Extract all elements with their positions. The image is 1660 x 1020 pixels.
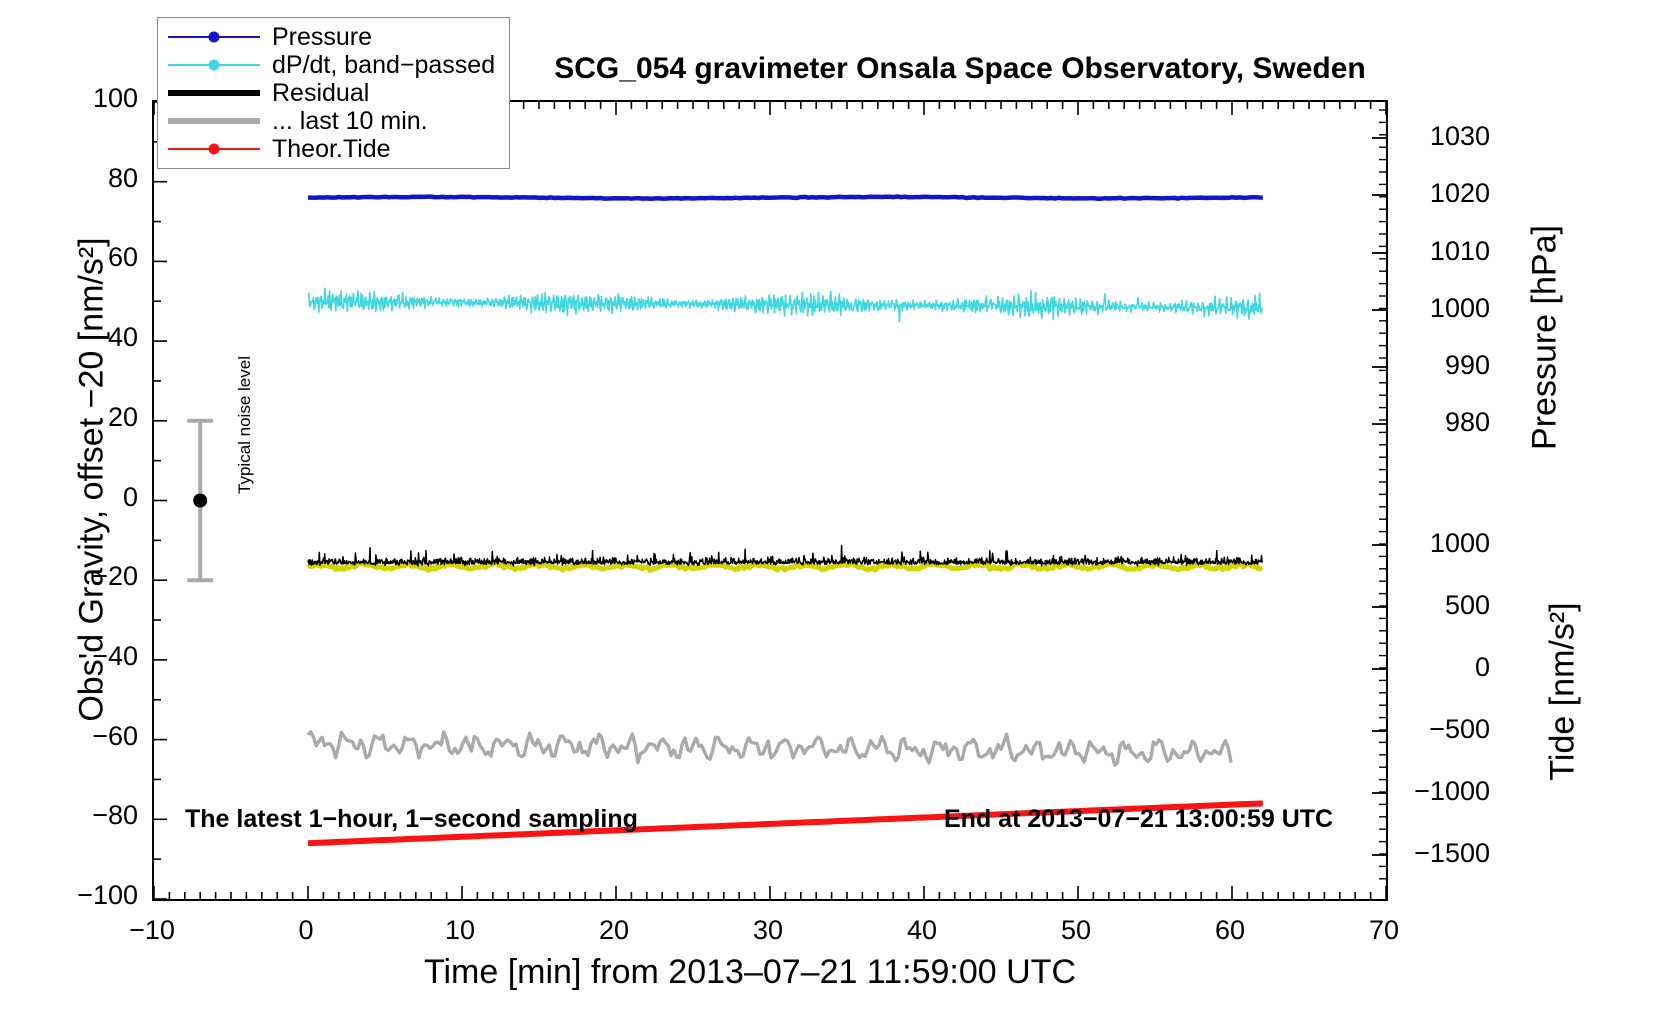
y-tick-label-left: 40 xyxy=(107,322,138,353)
x-tick-label: 10 xyxy=(444,915,476,945)
y-tick-label-pressure: 1030 xyxy=(1429,121,1490,151)
y-tick-label-pressure: 1010 xyxy=(1429,236,1490,266)
legend-item-label: Theor.Tide xyxy=(272,134,391,163)
x-tick-label: 70 xyxy=(1368,915,1400,945)
legend-line-icon xyxy=(168,90,260,96)
legend-dot-icon xyxy=(208,143,220,155)
x-tick-label: 20 xyxy=(598,915,630,945)
legend-line-icon xyxy=(168,118,260,124)
y-tick-label-left: −100 xyxy=(77,880,138,910)
noise-level-label: Typical noise level xyxy=(235,356,254,494)
series-residual xyxy=(307,544,1264,567)
y-tick-label-pressure: 980 xyxy=(1444,407,1490,437)
note-end-time: End at 2013−07−21 13:00:59 UTC xyxy=(944,805,1334,833)
legend: Pressure dP/dt, band−passed Residual... la… xyxy=(157,17,510,169)
plot-canvas xyxy=(154,102,1386,899)
legend-item[interactable]: Residual xyxy=(158,79,509,107)
plot-area xyxy=(152,100,1388,901)
legend-dot-icon xyxy=(208,59,220,71)
legend-item-label: dP/dt, band−passed xyxy=(272,50,496,79)
y-tick-label-left: −40 xyxy=(92,640,138,671)
page-title: SCG_054 gravimeter Onsala Space Observat… xyxy=(554,52,1366,85)
y-tick-label-left: 100 xyxy=(92,83,138,113)
x-tick-label: 40 xyxy=(906,915,938,945)
y-tick-label-tide: 500 xyxy=(1444,590,1490,620)
y-tick-label-pressure: 1020 xyxy=(1429,178,1490,208)
y-tick-label-tide: 1000 xyxy=(1429,528,1490,558)
legend-item-label: ... last 10 min. xyxy=(272,106,428,135)
legend-swatch-icon xyxy=(168,83,260,103)
series-residual-smoothed xyxy=(306,560,1264,573)
y-tick-label-tide: −1500 xyxy=(1414,838,1490,868)
series-dpdt xyxy=(307,287,1264,323)
y-tick-label-left: −80 xyxy=(92,800,138,831)
x-tick-label: 30 xyxy=(752,915,784,945)
legend-swatch-icon xyxy=(168,27,260,47)
x-tick-label: −10 xyxy=(129,915,175,945)
legend-item[interactable]: Theor.Tide xyxy=(158,135,509,163)
y-axis-label-pressure: Pressure [hPa] xyxy=(1525,225,1564,450)
y-tick-label-left: 60 xyxy=(107,242,138,273)
legend-item-label: Residual xyxy=(272,78,370,107)
legend-item[interactable]: Pressure xyxy=(158,23,509,51)
series-theor-tide xyxy=(307,800,1263,847)
x-tick-label: 60 xyxy=(1214,915,1246,945)
y-tick-label-pressure: 1000 xyxy=(1429,293,1490,323)
x-tick-label: 50 xyxy=(1060,915,1092,945)
note-sampling: The latest 1−hour, 1−second sampling xyxy=(185,805,638,833)
legend-item-label: Pressure xyxy=(272,22,373,51)
legend-swatch-icon xyxy=(168,139,260,159)
y-tick-label-left: −20 xyxy=(92,561,138,592)
y-axis-label-tide: Tide [nm/s²] xyxy=(1543,602,1582,781)
legend-item[interactable]: dP/dt, band−passed xyxy=(158,51,509,79)
y-tick-label-tide: −500 xyxy=(1429,714,1490,744)
y-tick-label-left: 80 xyxy=(107,162,138,193)
y-tick-label-tide: −1000 xyxy=(1414,776,1490,806)
legend-swatch-icon xyxy=(168,55,260,75)
y-tick-label-left: 20 xyxy=(107,401,138,432)
series-last-10-min xyxy=(306,730,1233,767)
legend-dot-icon xyxy=(208,31,220,43)
legend-item[interactable]: ... last 10 min. xyxy=(158,107,509,135)
series-pressure xyxy=(307,194,1263,201)
legend-swatch-icon xyxy=(168,111,260,131)
noise-bar-dot xyxy=(193,493,208,508)
x-axis-label: Time [min] from 2013–07–21 11:59:00 UTC xyxy=(424,953,1076,991)
y-tick-label-left: −60 xyxy=(92,720,138,751)
y-tick-label-tide: 0 xyxy=(1474,652,1490,682)
y-tick-label-pressure: 990 xyxy=(1444,350,1490,380)
x-tick-label: 0 xyxy=(298,915,314,945)
y-tick-label-left: 0 xyxy=(122,481,138,512)
